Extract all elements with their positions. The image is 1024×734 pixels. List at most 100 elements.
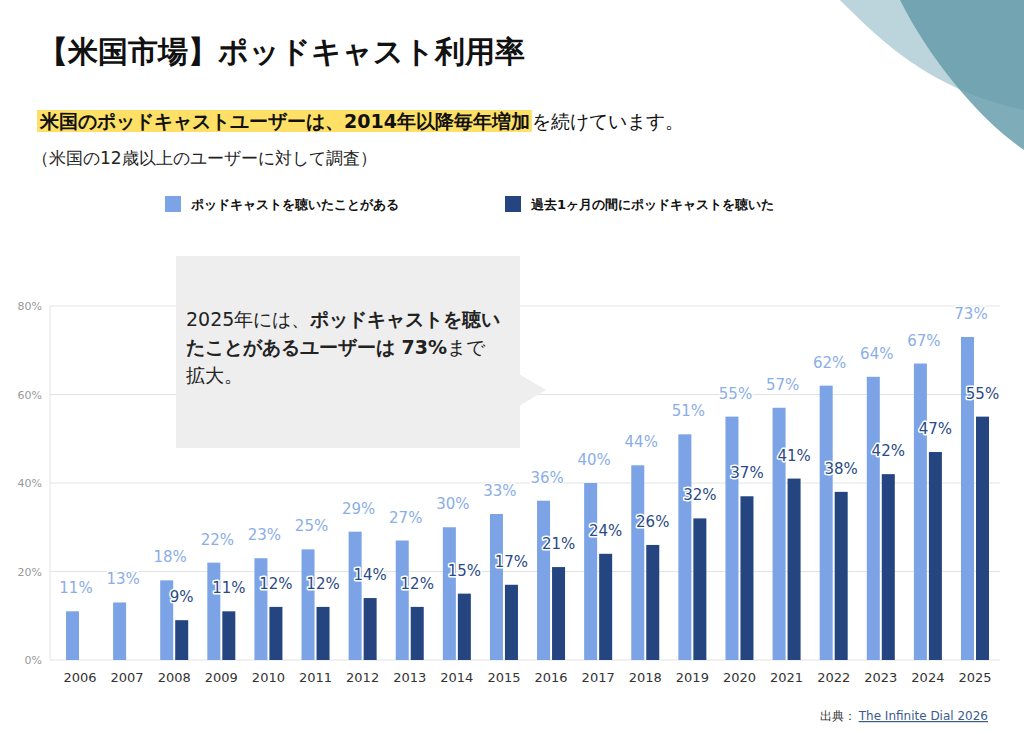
x-tick-label: 2024 [911, 670, 944, 685]
bar [631, 465, 644, 660]
bar [269, 607, 282, 660]
data-label: 55% [966, 385, 999, 403]
data-labels: 11%13%18%22%23%25%29%27%30%33%36%40%44%5… [59, 305, 999, 606]
x-tick-label: 2006 [63, 670, 96, 685]
annotation-pointer [519, 374, 546, 406]
data-label: 51% [672, 402, 705, 420]
data-label: 17% [495, 553, 528, 571]
x-tick-label: 2014 [440, 670, 473, 685]
data-label: 67% [907, 332, 940, 350]
legend-label: 過去1ヶ月の間にポッドキャストを聴いた [530, 197, 774, 212]
bar [867, 377, 880, 660]
bar [175, 620, 188, 660]
data-label: 44% [625, 433, 658, 451]
data-label: 14% [353, 566, 386, 584]
data-label: 21% [542, 535, 575, 553]
note: （米国の12歳以上のユーザーに対して調査） [32, 148, 377, 168]
data-label: 13% [106, 570, 139, 588]
data-label: 57% [766, 376, 799, 394]
bar [222, 611, 235, 660]
data-label: 55% [719, 385, 752, 403]
page: 【米国市場】ポッドキャスト利用率米国のポッドキャストユーザーは、2014年以降毎… [0, 0, 1024, 734]
data-label: 29% [342, 500, 375, 518]
bar [302, 549, 315, 660]
title: 【米国市場】ポッドキャスト利用率 [38, 34, 525, 69]
data-label: 18% [154, 548, 187, 566]
y-tick-label: 60% [18, 389, 42, 402]
bar [788, 479, 801, 660]
bar [882, 474, 895, 660]
bar [929, 452, 942, 660]
bar [66, 611, 79, 660]
bar [976, 417, 989, 660]
x-tick-label: 2020 [723, 670, 756, 685]
data-label: 27% [389, 509, 422, 527]
bars [66, 337, 989, 660]
bar [490, 514, 503, 660]
data-label: 47% [919, 420, 952, 438]
data-label: 62% [813, 354, 846, 372]
x-tick-label: 2010 [252, 670, 285, 685]
data-label: 30% [436, 495, 469, 513]
data-label: 24% [589, 522, 622, 540]
x-tick-label: 2012 [346, 670, 379, 685]
bar [646, 545, 659, 660]
bar [552, 567, 565, 660]
chart: 【米国市場】ポッドキャスト利用率米国のポッドキャストユーザーは、2014年以降毎… [0, 0, 1024, 734]
subtitle: を続けています。 [532, 110, 684, 132]
data-label: 42% [872, 442, 905, 460]
x-tick-label: 2023 [864, 670, 897, 685]
data-label: 11% [212, 579, 245, 597]
data-label: 22% [201, 531, 234, 549]
data-label: 26% [636, 513, 669, 531]
data-label: 15% [448, 562, 481, 580]
bar [505, 585, 518, 660]
bar [835, 492, 848, 660]
legend-swatch [165, 196, 181, 212]
bar [443, 527, 456, 660]
source-label: 出典： [820, 709, 856, 723]
y-tick-label: 20% [18, 566, 42, 579]
annotation-text: 2025年には、 [186, 308, 310, 330]
decoration [900, 0, 1024, 150]
data-label: 41% [777, 447, 810, 465]
legend-label: ポッドキャストを聴いたことがある [190, 197, 399, 212]
bar [113, 602, 126, 660]
x-tick-label: 2008 [158, 670, 191, 685]
annotation: 2025年には、ポッドキャストを聴いたことがあるユーザーは 73%まで拡大。 [186, 305, 504, 389]
subtitle-highlight: 米国のポッドキャストユーザーは、2014年以降毎年増加 [39, 110, 530, 132]
x-tick-label: 2016 [535, 670, 568, 685]
x-tick-label: 2013 [393, 670, 426, 685]
bar [740, 496, 753, 660]
x-tick-label: 2018 [629, 670, 662, 685]
x-tick-label: 2017 [582, 670, 615, 685]
data-label: 64% [860, 345, 893, 363]
x-tick-label: 2019 [676, 670, 709, 685]
data-label: 37% [730, 464, 763, 482]
bar [914, 364, 927, 660]
data-label: 12% [259, 575, 292, 593]
data-label: 36% [530, 469, 563, 487]
bar [317, 607, 330, 660]
x-tick-label: 2021 [770, 670, 803, 685]
bar [599, 554, 612, 660]
y-tick-label: 0% [25, 654, 42, 667]
data-label: 73% [954, 305, 987, 323]
data-label: 9% [170, 588, 194, 606]
bar [537, 501, 550, 660]
data-label: 25% [295, 517, 328, 535]
grid-line [50, 660, 1000, 661]
y-tick-label: 80% [18, 300, 42, 313]
x-tick-label: 2009 [205, 670, 238, 685]
y-axis-line [50, 306, 51, 660]
bar [396, 541, 409, 660]
grid-line [50, 571, 1000, 572]
data-label: 12% [306, 575, 339, 593]
bar [458, 594, 471, 660]
bar [693, 518, 706, 660]
x-tick-label: 2011 [299, 670, 332, 685]
bar [820, 386, 833, 660]
highlight [37, 110, 532, 132]
x-tick-label: 2022 [817, 670, 850, 685]
x-tick-label: 2015 [487, 670, 520, 685]
